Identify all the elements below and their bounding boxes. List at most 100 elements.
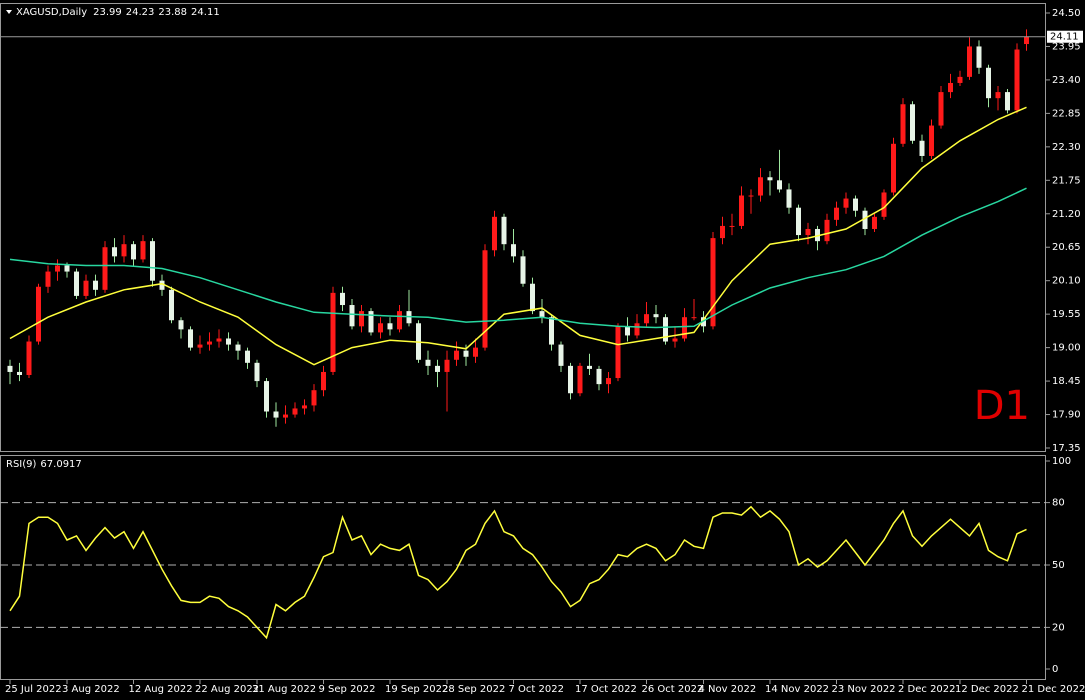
candle-body xyxy=(976,46,982,68)
y-tick-label: 18.45 xyxy=(1052,376,1081,387)
candle-body xyxy=(425,359,431,366)
candle-body xyxy=(577,365,583,394)
header-ohlc-value: 23.88 xyxy=(158,7,187,18)
x-tick-label: 23 Nov 2022 xyxy=(832,684,896,695)
candle-body xyxy=(359,311,364,327)
candle-body xyxy=(83,280,89,296)
candle-body xyxy=(777,180,782,190)
x-tick-label: 17 Oct 2022 xyxy=(575,684,637,695)
candle-body xyxy=(634,323,640,336)
x-tick-label: 2 Dec 2022 xyxy=(898,684,956,695)
y-tick-label: 22.85 xyxy=(1052,108,1081,119)
candle-body xyxy=(558,344,564,366)
candle-body xyxy=(178,320,184,330)
candle-body xyxy=(615,326,621,379)
header-ohlc-value: 24.11 xyxy=(191,7,220,18)
y-tick-label: 80 xyxy=(1052,498,1065,509)
candle-body xyxy=(74,271,79,296)
candle-body xyxy=(93,280,98,290)
candle-body xyxy=(349,305,355,327)
candle-body xyxy=(197,344,203,348)
candle-body xyxy=(710,238,716,327)
candle-body xyxy=(473,347,478,357)
symbol-header: XAGUSD,Daily 23.99 24.23 23.88 24.11 xyxy=(16,7,220,18)
candle-body xyxy=(131,244,136,260)
y-tick-label: 21.20 xyxy=(1052,209,1081,220)
candle-body xyxy=(929,125,934,156)
candle-body xyxy=(435,365,440,372)
menu-triangle xyxy=(6,10,12,14)
candle-body xyxy=(1014,49,1020,111)
x-tick-label: 7 Oct 2022 xyxy=(509,684,564,695)
rsi-line xyxy=(9,505,1027,640)
candle-body xyxy=(207,341,212,345)
candle-body xyxy=(653,314,659,318)
candle-body xyxy=(938,92,944,126)
price-pane-frame xyxy=(0,3,1046,452)
candle-body xyxy=(881,192,887,217)
candle-body xyxy=(397,311,402,330)
candle-body xyxy=(283,414,288,418)
candle-body xyxy=(387,323,393,330)
candle-body xyxy=(995,92,1001,99)
y-tick-label: 50 xyxy=(1052,560,1065,571)
candle-body xyxy=(150,241,155,281)
candle-body xyxy=(625,326,630,336)
rsi-pane-frame xyxy=(0,455,1046,680)
candle-body xyxy=(1024,36,1029,45)
moving-average-line xyxy=(9,106,1027,366)
candle-body xyxy=(805,228,811,236)
candle-body xyxy=(824,219,830,242)
candle-body xyxy=(568,365,573,394)
candle-body xyxy=(872,216,877,229)
candle-body xyxy=(492,216,497,251)
y-tick-label: 20.65 xyxy=(1052,242,1081,253)
candle-body xyxy=(45,271,51,287)
x-tick-label: 21 Dec 2022 xyxy=(1022,684,1085,695)
candle-body xyxy=(539,311,545,318)
candle-body xyxy=(967,46,972,77)
last-price-box xyxy=(1047,30,1083,43)
candle-body xyxy=(330,292,336,372)
candle-body xyxy=(17,371,22,375)
x-tick-label: 12 Dec 2022 xyxy=(955,684,1019,695)
candle-body xyxy=(786,189,792,208)
candle-body xyxy=(957,76,963,83)
candle-body xyxy=(549,317,554,345)
x-tick-label: 31 Aug 2022 xyxy=(252,684,316,695)
candle-body xyxy=(226,338,231,345)
x-tick-label: 25 Jul 2022 xyxy=(5,684,62,695)
candle-body xyxy=(302,405,307,409)
symbol-name: XAGUSD,Daily xyxy=(16,7,87,18)
y-tick-label: 0 xyxy=(1052,664,1058,675)
candle-body xyxy=(254,362,260,382)
candle-body xyxy=(55,265,60,272)
candle-body xyxy=(26,341,32,375)
candle-body xyxy=(245,350,250,363)
header-ohlc-value: 24.23 xyxy=(126,7,155,18)
x-tick-label: 22 Aug 2022 xyxy=(195,684,259,695)
candle-body xyxy=(767,177,773,181)
candle-body xyxy=(843,198,849,208)
x-tick-label: 14 Nov 2022 xyxy=(765,684,829,695)
y-tick-label: 17.35 xyxy=(1052,443,1081,454)
y-tick-label: 19.00 xyxy=(1052,343,1081,354)
candle-body xyxy=(140,241,146,260)
candle-body xyxy=(273,411,279,418)
x-tick-label: 26 Oct 2022 xyxy=(642,684,704,695)
candle-body xyxy=(321,371,326,391)
candle-body xyxy=(948,82,953,93)
y-tick-label: 17.90 xyxy=(1052,410,1081,421)
candle-body xyxy=(159,280,165,290)
candle-body xyxy=(862,210,868,229)
candle-body xyxy=(444,359,450,372)
candle-body xyxy=(102,247,108,290)
rsi-name: RSI(9) xyxy=(6,459,37,470)
candle-body xyxy=(900,104,906,144)
candle-body xyxy=(292,408,298,415)
x-tick-label: 9 Sep 2022 xyxy=(319,684,376,695)
y-tick-label: 20.10 xyxy=(1052,276,1081,287)
candle-body xyxy=(264,381,269,412)
